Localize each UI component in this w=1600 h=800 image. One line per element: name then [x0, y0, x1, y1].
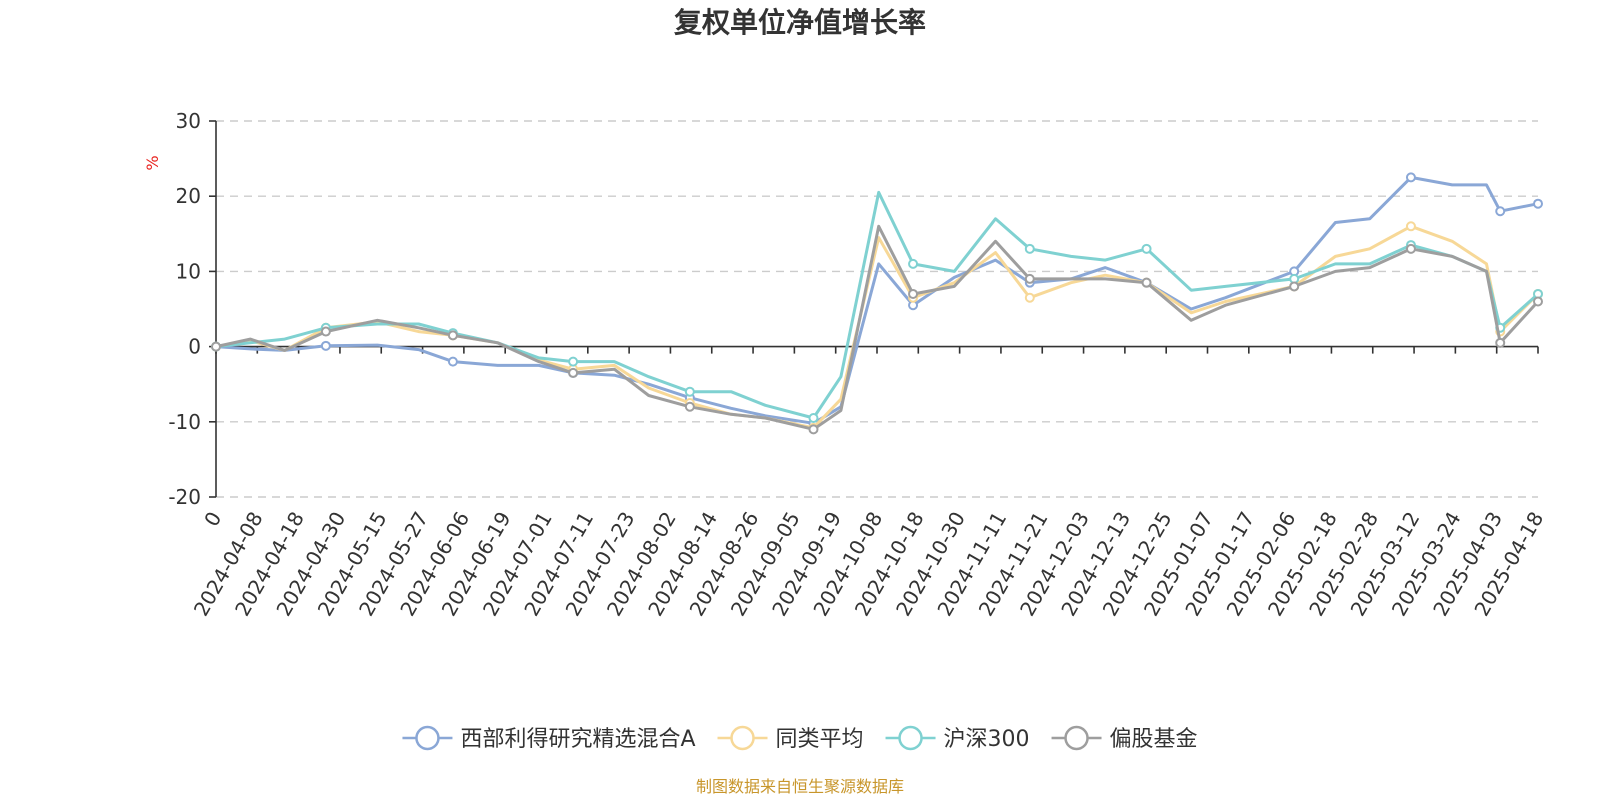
data-point — [1405, 243, 1416, 254]
legend-item-1[interactable]: 西部利得研究精选混合A — [402, 725, 696, 752]
grid-lines — [216, 120, 1538, 498]
series-lines — [211, 172, 1543, 435]
series-4 — [211, 224, 1543, 435]
x-axis-ticks: 02024-04-082024-04-182024-04-302024-05-1… — [189, 346, 1548, 620]
legend-label: 西部利得研究精选混合A — [460, 727, 695, 752]
data-point — [447, 330, 458, 341]
y-axis-ticks: -20 -10 0 10 20 30 — [168, 109, 216, 509]
legend-label: 偏股基金 — [1110, 727, 1198, 752]
data-point — [1405, 221, 1416, 232]
data-point — [908, 258, 919, 269]
legend-item-4[interactable]: 偏股基金 — [1051, 725, 1198, 752]
data-point — [320, 326, 331, 337]
legend-label: 同类平均 — [776, 727, 864, 752]
data-point — [1289, 281, 1300, 292]
data-point — [1495, 206, 1506, 217]
data-point — [1141, 277, 1152, 288]
data-point — [808, 424, 819, 435]
x-tick-label: 0 — [199, 508, 226, 531]
data-point — [808, 413, 819, 424]
series-1 — [211, 172, 1543, 429]
data-point — [684, 401, 695, 412]
data-point — [447, 356, 458, 367]
legend-circle-icon — [415, 725, 440, 751]
legend-item-2[interactable]: 同类平均 — [717, 725, 864, 752]
data-point — [568, 356, 579, 367]
data-point — [1024, 292, 1035, 303]
data-point — [1533, 198, 1543, 209]
series-line — [215, 175, 1539, 425]
y-axis-unit: % — [143, 155, 162, 170]
data-point — [211, 341, 221, 352]
data-point — [908, 288, 919, 299]
chart-title: 复权单位净值增长率 — [674, 6, 926, 39]
y-tick-label: 10 — [176, 259, 201, 283]
data-point — [1024, 273, 1035, 284]
legend-circle-icon — [898, 725, 923, 751]
series-line — [215, 190, 1539, 420]
series-3 — [211, 190, 1543, 424]
y-tick-label: 0 — [188, 335, 201, 359]
y-tick-label: 30 — [176, 109, 201, 133]
data-point — [1533, 296, 1543, 307]
data-point — [1024, 243, 1035, 254]
legend[interactable]: 西部利得研究精选混合A 同类平均 沪深300 偏股基金 — [402, 725, 1198, 752]
data-point — [1141, 243, 1152, 254]
axes — [215, 121, 1538, 497]
legend-circle-icon — [1064, 725, 1089, 751]
legend-item-3[interactable]: 沪深300 — [885, 725, 1030, 752]
data-point — [1405, 172, 1416, 183]
y-tick-label: 20 — [176, 184, 201, 208]
data-point — [1495, 337, 1506, 348]
legend-circle-icon — [730, 725, 755, 751]
y-tick-label: -20 — [168, 485, 201, 509]
legend-label: 沪深300 — [944, 727, 1030, 752]
data-point — [568, 367, 579, 378]
series-line — [215, 224, 1540, 431]
data-source-note: 制图数据来自恒生聚源数据库 — [696, 777, 904, 796]
y-tick-label: -10 — [168, 410, 201, 434]
data-point — [684, 386, 695, 397]
data-point — [320, 340, 331, 351]
